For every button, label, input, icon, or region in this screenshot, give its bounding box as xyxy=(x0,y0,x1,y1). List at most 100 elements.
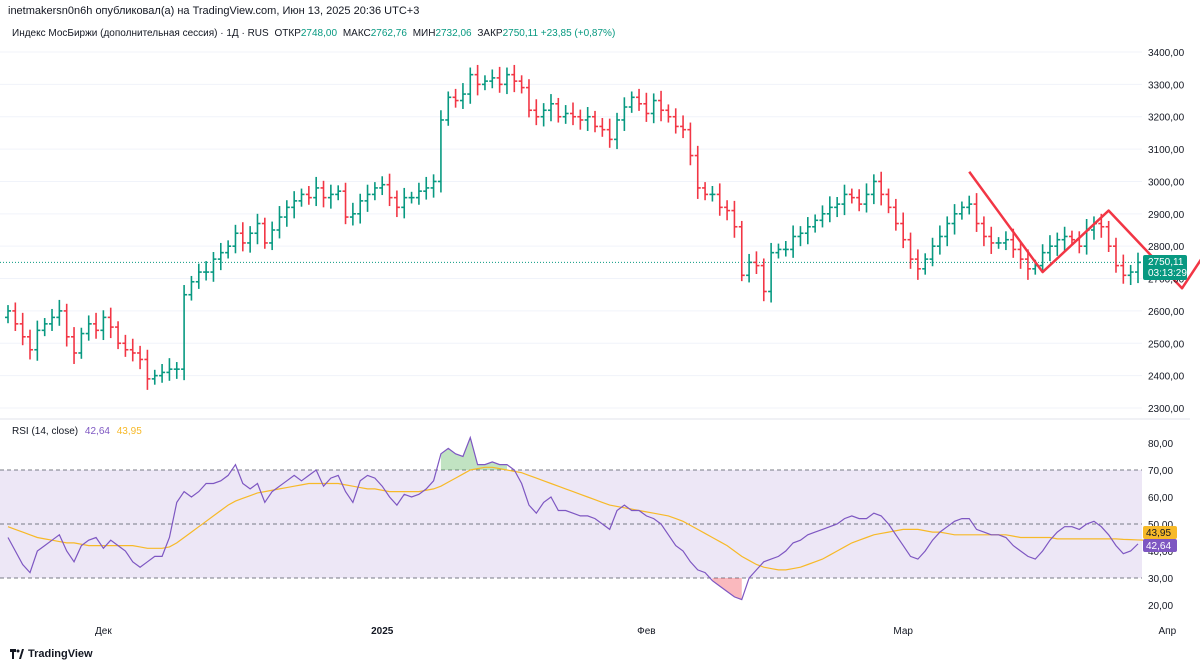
rsi-tick-label: 80,00 xyxy=(1148,439,1173,450)
ohlc-bar xyxy=(900,212,907,249)
zigzag-drawing xyxy=(968,171,1200,290)
price-axis[interactable]: 3400,00 3300,00 3200,00 3100,00 3000,00 2900,… xyxy=(1148,48,1185,415)
price-tick-label: 2400,00 xyxy=(1148,372,1185,383)
ohlc-bar xyxy=(687,122,694,166)
ohlc-bar xyxy=(1127,264,1134,286)
ohlc-bar xyxy=(621,97,628,131)
price-tick-label: 3000,00 xyxy=(1148,177,1185,188)
ohlc-bar xyxy=(181,285,188,381)
ohlc-bar xyxy=(672,108,679,134)
ohlc-bar xyxy=(863,183,870,213)
ohlc-bar xyxy=(445,91,452,126)
ohlc-bar xyxy=(562,105,569,124)
ohlc-bar xyxy=(768,242,775,303)
ohlc-bar xyxy=(320,180,327,208)
ohlc-bar xyxy=(599,118,606,137)
ohlc-bar xyxy=(107,307,114,339)
ohlc-bar xyxy=(12,302,19,331)
ohlc-bar xyxy=(797,226,804,247)
time-tick-label: Мар xyxy=(893,626,913,637)
ohlc-bar xyxy=(364,184,371,212)
ohlc-bar xyxy=(694,145,701,199)
rsi-legend-value: 42,64 xyxy=(84,426,110,437)
ohlc-bar xyxy=(115,321,122,350)
ohlc-bar xyxy=(914,249,921,280)
rsi-axis[interactable]: 80,00 70,00 60,00 50,00 40,00 30,00 20,00 xyxy=(1148,439,1173,612)
rsi-tick-label: 30,00 xyxy=(1148,574,1173,585)
ohlc-bar xyxy=(636,88,643,111)
ohlc-bar xyxy=(540,103,547,127)
rsi-overbought-fill xyxy=(440,437,507,470)
ohlc-bar xyxy=(474,64,481,96)
ohlc-bar xyxy=(584,107,591,131)
footer-brand[interactable]: TradingView xyxy=(10,648,93,660)
ohlc-bar xyxy=(291,191,298,219)
ohlc-bar xyxy=(738,220,745,282)
ohlc-bar xyxy=(547,94,554,122)
rsi-tick-label: 20,00 xyxy=(1148,601,1173,612)
price-tick-label: 2300,00 xyxy=(1148,404,1185,415)
price-tick-label: 3100,00 xyxy=(1148,145,1185,156)
rsi-oversold-fill xyxy=(712,578,742,600)
open-value: 2748,00 xyxy=(300,28,338,39)
ohlc-bar xyxy=(269,221,276,251)
ohlc-bar xyxy=(650,93,657,124)
ohlc-bar xyxy=(188,275,195,301)
ohlc-bar xyxy=(49,308,56,331)
ohlc-bar xyxy=(313,176,320,207)
ohlc-bar xyxy=(731,200,738,238)
ohlc-bar xyxy=(78,327,85,359)
ohlc-bar xyxy=(951,204,958,235)
ohlc-bar xyxy=(606,118,613,148)
ohlc-bar xyxy=(834,196,841,218)
ohlc-bar xyxy=(929,237,936,267)
price-bars xyxy=(5,64,1141,390)
time-tick-label: Фев xyxy=(637,626,655,637)
ohlc-bar xyxy=(430,174,437,198)
ohlc-bar xyxy=(525,79,532,118)
ohlc-bar xyxy=(239,222,246,252)
ohlc-bar xyxy=(1024,249,1031,280)
ohlc-bar xyxy=(533,99,540,126)
ohlc-bar xyxy=(408,191,415,204)
publisher-line: inetmakersn0n6h опубликовал(а) на Tradin… xyxy=(8,5,420,17)
time-tick-label: 2025 xyxy=(371,626,394,637)
ohlc-bar xyxy=(195,263,202,289)
ohlc-bar xyxy=(511,64,518,93)
ohlc-bar xyxy=(1046,235,1053,262)
time-tick-label: Дек xyxy=(95,626,112,637)
ohlc-bar xyxy=(342,182,349,225)
rsi-ma-legend-value: 43,95 xyxy=(116,426,142,437)
time-axis[interactable]: Дек2025ФевМарАпрМайИюн xyxy=(95,626,1200,637)
ohlc-bar xyxy=(503,67,510,95)
ohlc-bar xyxy=(958,201,965,220)
ohlc-bar xyxy=(261,217,268,249)
ohlc-bar xyxy=(298,188,305,207)
ohlc-bar xyxy=(1105,220,1112,253)
ohlc-bar xyxy=(709,185,716,202)
rsi-badge: 42,64 xyxy=(1146,541,1171,552)
price-badge-countdown: 03:13:29 xyxy=(1148,268,1187,279)
ohlc-bar xyxy=(5,305,11,324)
ohlc-bar xyxy=(166,358,173,381)
price-pane: 3400,00 3300,00 3200,00 3100,00 3000,00 2900,… xyxy=(0,48,1200,415)
price-tick-label: 3200,00 xyxy=(1148,113,1185,124)
ohlc-bar xyxy=(173,362,180,379)
ohlc-bar xyxy=(217,242,224,271)
ohlc-bar xyxy=(254,213,261,245)
ohlc-bar xyxy=(247,226,254,253)
ohlc-bar xyxy=(936,225,943,255)
ohlc-bar xyxy=(658,90,665,122)
ohlc-bar xyxy=(357,193,364,224)
time-tick-label: Апр xyxy=(1159,626,1177,637)
ohlc-bar xyxy=(812,214,819,233)
ohlc-bar xyxy=(555,97,562,123)
ohlc-bar xyxy=(276,206,283,239)
price-tick-label: 2700,00 xyxy=(1148,275,1185,286)
ohlc-bar xyxy=(71,327,78,364)
ohlc-bar xyxy=(1112,237,1119,273)
ohlc-bar xyxy=(760,258,767,302)
ohlc-bar xyxy=(628,91,635,113)
footer-brand-text: TradingView xyxy=(28,648,93,660)
